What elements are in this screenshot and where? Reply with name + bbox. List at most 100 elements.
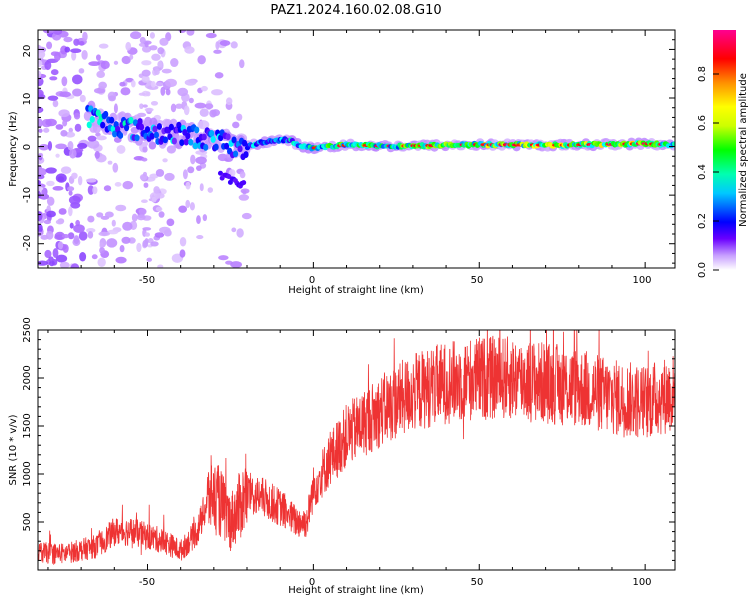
- spectrogram-cell: [230, 41, 238, 49]
- spectrogram-cell: [164, 172, 175, 181]
- spectrogram-cell: [93, 87, 106, 94]
- spectrogram-cell: [199, 108, 209, 117]
- spectrogram-cell: [162, 136, 168, 144]
- spectrogram-cell: [119, 244, 125, 253]
- spectrogram-cell: [99, 241, 104, 249]
- spectrogram-cell: [232, 150, 239, 158]
- spectrogram-cell: [38, 152, 44, 158]
- spectrogram-cell: [46, 196, 55, 206]
- spectrogram-cell: [70, 48, 82, 53]
- spectrogram-cell: [166, 145, 177, 154]
- spectrogram-cell: [130, 31, 142, 40]
- spectrogram-cell: [149, 45, 158, 51]
- colorbar: 0.0 0.2 0.4 0.6 0.8 Normalized spectral …: [697, 30, 749, 278]
- spectrogram-cell: [103, 185, 112, 192]
- spectrogram-cell: [63, 36, 73, 43]
- spectrogram-cell: [213, 49, 222, 54]
- spectrogram-cell: [178, 205, 187, 213]
- spectrogram-cell: [73, 38, 80, 46]
- spectrogram-cell: [60, 166, 72, 174]
- spectrogram-cell: [183, 105, 190, 116]
- spectrogram-xtick-label: 100: [632, 275, 651, 286]
- spectrogram-cell: [74, 123, 82, 132]
- spectrogram-cell: [77, 142, 88, 149]
- spectrogram-cell: [139, 103, 144, 110]
- spectrogram-cell: [168, 123, 174, 131]
- spectrogram-cell: [60, 130, 68, 137]
- spectrogram-cell: [103, 110, 109, 118]
- colorbar-label: Normalized spectral amplitude: [738, 73, 749, 227]
- spectrogram-cell: [46, 41, 53, 50]
- spectrogram-cell: [195, 165, 202, 171]
- spectrogram-cell: [241, 212, 252, 220]
- spectrogram-cell: [241, 180, 247, 186]
- spectrogram-cell: [230, 261, 242, 268]
- spectrogram-cell: [38, 70, 42, 79]
- spectrogram-cell: [38, 260, 49, 266]
- spectrogram-cell: [240, 188, 250, 194]
- snr-ytick-label: 1500: [22, 413, 33, 438]
- spectrogram-cell: [86, 121, 92, 129]
- spectrogram-cell: [115, 256, 127, 264]
- spectrogram-ticks: [38, 29, 675, 268]
- spectrogram-cell: [47, 140, 53, 151]
- spectrogram-cell: [165, 88, 171, 96]
- spectrogram-cell: [161, 68, 172, 74]
- spectrogram-cell: [72, 88, 83, 97]
- spectrogram-cell: [197, 55, 206, 65]
- spectrogram-cell: [95, 109, 101, 117]
- spectrogram-cell: [241, 139, 248, 147]
- spectrogram-cell: [218, 134, 224, 142]
- spectrogram-cell: [145, 91, 151, 97]
- colorbar-ticks: [713, 73, 719, 271]
- spectrogram-cell: [55, 173, 67, 183]
- spectrogram-cell: [188, 97, 194, 104]
- spectrogram-cell: [97, 257, 106, 267]
- spectrogram-cell: [201, 133, 207, 141]
- snr-xtick-label: 50: [471, 577, 484, 588]
- snr-xtick-label: 100: [632, 577, 651, 588]
- spectrogram-cell: [73, 235, 80, 245]
- spectrogram-cell: [136, 242, 142, 253]
- spectrogram-cell: [149, 117, 158, 128]
- spectrogram-cell: [77, 175, 83, 186]
- spectrogram-cell: [142, 146, 148, 153]
- spectrogram-cell: [71, 74, 83, 85]
- spectrogram-cell: [211, 89, 223, 96]
- spectrogram-cell: [113, 103, 118, 114]
- spectrogram-cell: [82, 31, 88, 42]
- spectrogram-cell: [165, 78, 177, 88]
- spectrogram-cell: [86, 228, 96, 233]
- spectrogram-cell: [112, 162, 119, 173]
- spectrogram-cell: [150, 81, 156, 88]
- spectrogram-frame: [37, 29, 676, 269]
- spectrogram-cell: [224, 142, 230, 150]
- spectrogram-cell: [130, 80, 136, 88]
- spectrogram-cell: [155, 82, 164, 87]
- spectrogram-cell: [136, 214, 146, 221]
- snr-series-line: [38, 330, 675, 565]
- spectrogram-cell: [54, 231, 65, 240]
- spectrogram-cell: [179, 249, 186, 258]
- spectrogram-cell: [144, 107, 154, 112]
- spectrogram-panel: -50 0 50 100 -20 -10 0 10 20 Height of s…: [8, 29, 676, 296]
- spectrogram-cell: [215, 41, 220, 50]
- spectrogram-ytick-label: -10: [22, 187, 33, 203]
- spectrogram-cell: [78, 231, 88, 241]
- spectrogram-cell: [43, 127, 50, 133]
- spectrogram-cell: [95, 54, 101, 61]
- spectrogram-cell: [225, 133, 231, 141]
- spectrogram-xtick-label: -50: [139, 275, 155, 286]
- spectrogram-ytick-label: -20: [22, 235, 33, 251]
- spectrogram-cell: [146, 257, 153, 262]
- spectrogram-cell: [71, 51, 77, 61]
- spectrogram-cell: [57, 241, 64, 250]
- spectrogram-cell: [209, 130, 215, 137]
- spectrogram-cell: [38, 186, 44, 191]
- snr-marks: [38, 330, 675, 565]
- spectrogram-cell: [48, 260, 55, 267]
- spectrogram-cell: [162, 158, 168, 163]
- spectrogram-cell: [149, 32, 156, 39]
- spectrogram-cell: [47, 95, 59, 101]
- spectrogram-cell: [45, 230, 54, 240]
